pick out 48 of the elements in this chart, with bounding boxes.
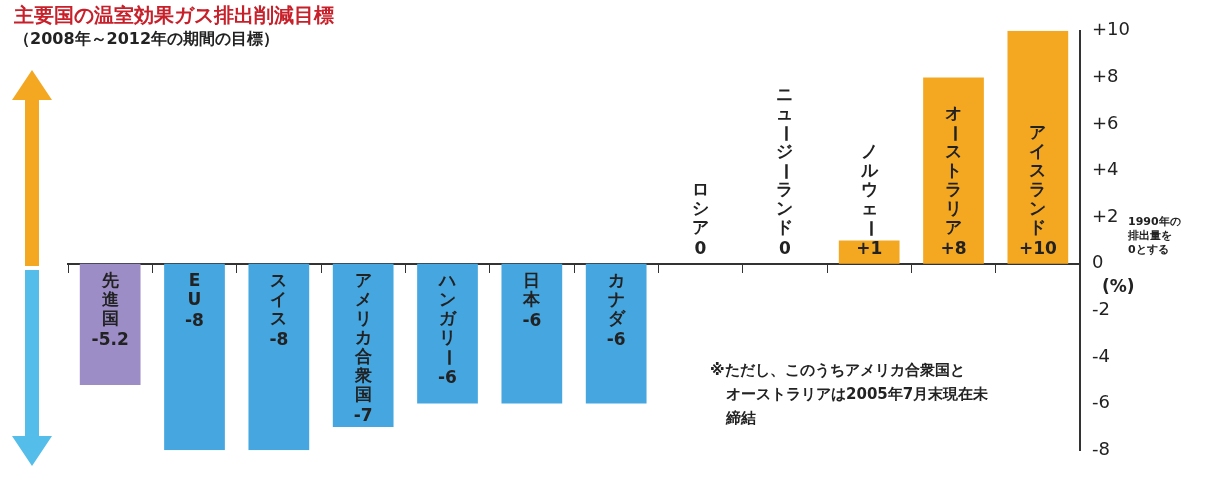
x-tick-label: カナダ: [607, 270, 626, 329]
x-tick-label: アイスランド: [1029, 122, 1047, 238]
y-tick-label: -8: [1092, 437, 1110, 459]
y-tick-label: +10: [1092, 18, 1131, 40]
data-label: +10: [1018, 238, 1057, 259]
data-label: 0: [778, 238, 791, 259]
annotation: ※ただし、このうちアメリカ合衆国とオーストラリアは2005年7月末現在未締結: [710, 360, 990, 427]
bar: [417, 263, 478, 404]
data-label: -8: [269, 329, 289, 350]
x-tick-label: ノルウェー: [859, 141, 881, 238]
x-tick-label: ニュージーランド: [776, 84, 797, 238]
data-label: -6: [438, 367, 457, 388]
x-tick-label: オーストラリア: [945, 103, 966, 238]
bar: [164, 263, 225, 451]
data-label: -7: [353, 405, 373, 426]
data-label: +1: [856, 238, 883, 259]
bar: [838, 240, 900, 264]
y-axis-title: (%): [1102, 276, 1135, 297]
data-label: +8: [940, 238, 967, 259]
y-tick-label: +8: [1092, 65, 1119, 87]
text: 1990年の排出量を0とする: [1127, 214, 1181, 256]
y-tick-label: +6: [1092, 111, 1119, 133]
x-tick-label: スイス: [270, 270, 288, 329]
data-label: -5.2: [91, 329, 129, 350]
x-tick-label: ロシア: [692, 179, 710, 238]
bar: [923, 77, 984, 264]
y-tick-label: -6: [1092, 391, 1110, 413]
bar: [501, 263, 563, 404]
bar: [248, 263, 310, 451]
x-tick-label: アメリカ合衆国: [353, 270, 372, 405]
y-tick-label: -2: [1092, 298, 1110, 320]
chart-title: 主要国の温室効果ガス排出削減目標: [14, 2, 334, 29]
x-tick-label: ハンガリー: [437, 270, 460, 367]
y-tick-label: +2: [1092, 204, 1119, 226]
x-tick-label: 先進国: [100, 270, 119, 329]
bar: [332, 263, 394, 427]
data-label: 0: [694, 238, 707, 259]
data-label: -6: [606, 329, 626, 350]
data-label: -8: [185, 310, 204, 331]
y-tick-label: -4: [1092, 344, 1110, 366]
y-tick-label: +4: [1092, 158, 1119, 180]
bar: [585, 263, 647, 404]
y-tick-label: 0: [1092, 251, 1104, 273]
x-tick-label: EU: [187, 270, 202, 310]
bar: [1007, 30, 1069, 264]
chart-subtitle: （2008年～2012年の期間の目標）: [14, 29, 281, 50]
x-tick-label: 日本: [522, 270, 542, 310]
data-label: -6: [522, 310, 542, 331]
